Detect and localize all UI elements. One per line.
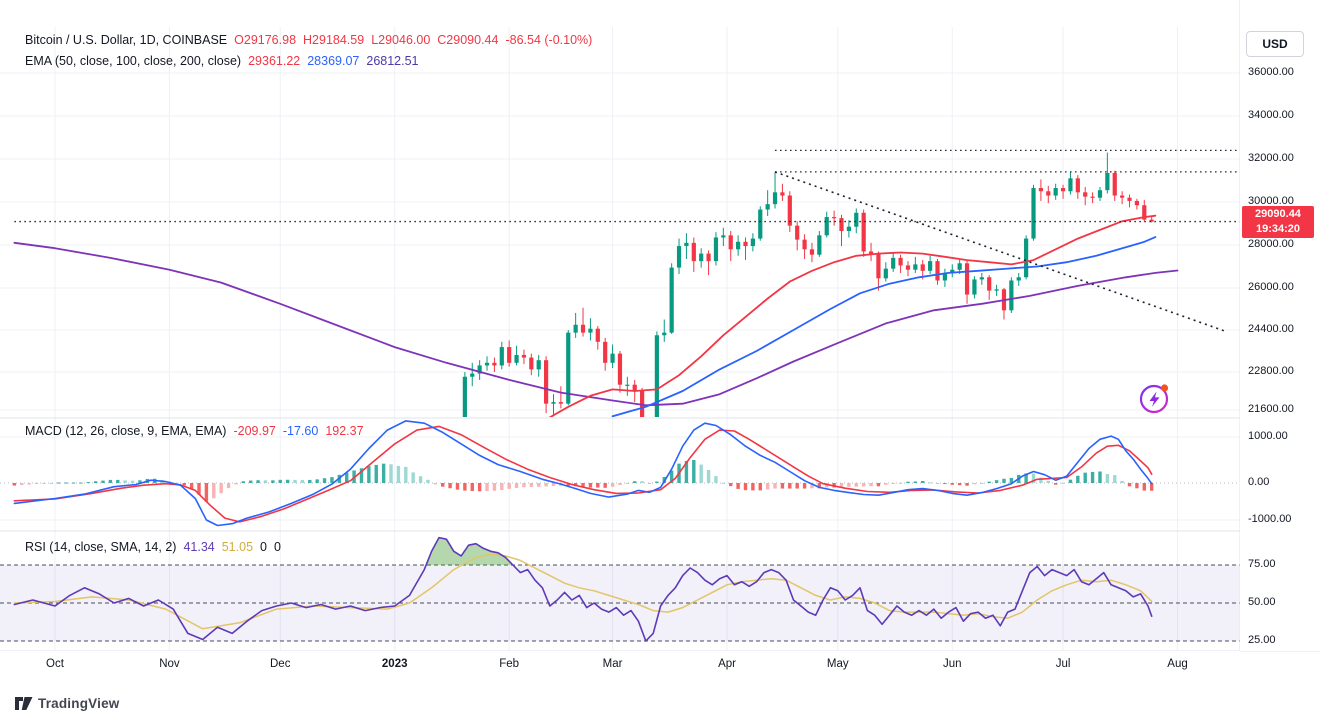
rsi-legend-row[interactable]: RSI (14, close, SMA, 14, 2) 41.34 51.05 … bbox=[25, 540, 281, 554]
ema50-value: 29361.22 bbox=[248, 54, 301, 68]
ohlc-low: L29046.00 bbox=[371, 33, 431, 47]
price-axis-label: 21600.00 bbox=[1248, 403, 1294, 415]
rsi-title: RSI (14, close, SMA, 14, 2) bbox=[25, 540, 177, 554]
price-axis-label: 34000.00 bbox=[1248, 109, 1294, 121]
macd-line-value: -17.60 bbox=[282, 424, 319, 438]
price-axis-label: 32000.00 bbox=[1248, 152, 1294, 164]
macd-legend-row[interactable]: MACD (12, 26, close, 9, EMA, EMA) -209.9… bbox=[25, 424, 364, 438]
ohlc-change: -86.54 (-0.10%) bbox=[505, 33, 593, 47]
symbol-title: Bitcoin / U.S. Dollar, 1D, COINBASE bbox=[25, 33, 228, 47]
ema-legend-row[interactable]: EMA (50, close, 100, close, 200, close) … bbox=[25, 54, 419, 68]
rsi-value: 41.34 bbox=[183, 540, 215, 554]
macd-axis-label: 1000.00 bbox=[1248, 430, 1288, 442]
price-axis-label: 22800.00 bbox=[1248, 365, 1294, 377]
time-axis-label: Jun bbox=[942, 658, 962, 670]
ema100-value: 28369.07 bbox=[307, 54, 360, 68]
macd-signal-value: 192.37 bbox=[325, 424, 364, 438]
rsi-sma-value: 51.05 bbox=[221, 540, 254, 554]
time-scale[interactable]: Oct Nov Dec 2023 Feb Mar Apr May Jun Jul Aug bbox=[0, 651, 1240, 681]
ohlc-close: C29090.44 bbox=[437, 33, 499, 47]
macd-axis-label: 0.00 bbox=[1248, 476, 1270, 488]
macd-hist-value: -209.97 bbox=[233, 424, 276, 438]
symbol-legend-row[interactable]: Bitcoin / U.S. Dollar, 1D, COINBASE O291… bbox=[25, 33, 592, 47]
bar-countdown: 19:34:20 bbox=[1255, 222, 1301, 235]
last-price-value: 29090.44 bbox=[1255, 207, 1301, 220]
time-axis-label: Dec bbox=[270, 658, 291, 670]
price-scale[interactable]: USD 29090.44 19:34:20 36000.00 34000.00 32… bbox=[1240, 0, 1320, 651]
tradingview-mark-icon bbox=[15, 697, 33, 710]
ema-title: EMA (50, close, 100, close, 200, close) bbox=[25, 54, 242, 68]
rsi-band1-value: 0 bbox=[260, 540, 267, 554]
tradingview-logo[interactable]: TradingView bbox=[14, 695, 119, 712]
time-axis-label: Jul bbox=[1055, 658, 1071, 670]
price-axis-label: 30000.00 bbox=[1248, 195, 1294, 207]
macd-axis-label: -1000.00 bbox=[1248, 513, 1292, 525]
macd-title: MACD (12, 26, close, 9, EMA, EMA) bbox=[25, 424, 227, 438]
last-price-badge[interactable]: 29090.44 19:34:20 bbox=[1242, 205, 1314, 238]
price-axis-label: 36000.00 bbox=[1248, 66, 1294, 78]
rsi-band2-value: 0 bbox=[273, 540, 281, 554]
time-axis-label: Nov bbox=[159, 658, 180, 670]
time-axis-label: Apr bbox=[718, 658, 736, 670]
time-axis-label: May bbox=[826, 658, 849, 670]
price-axis-label: 24400.00 bbox=[1248, 323, 1294, 335]
lightning-bolt-icon bbox=[1149, 391, 1160, 407]
time-axis-label: Mar bbox=[602, 658, 623, 670]
rsi-axis-label: 25.00 bbox=[1248, 634, 1276, 646]
time-axis-label: 2023 bbox=[381, 658, 408, 670]
time-axis-label: Feb bbox=[499, 658, 520, 670]
time-axis-label: Oct bbox=[46, 658, 64, 670]
price-axis-label: 26000.00 bbox=[1248, 281, 1294, 293]
rsi-axis-label: 75.00 bbox=[1248, 558, 1276, 570]
time-axis-label: Aug bbox=[1167, 658, 1188, 670]
ohlc-high: H29184.59 bbox=[303, 33, 365, 47]
ohlc-open: O29176.98 bbox=[234, 33, 297, 47]
price-axis-label: 28000.00 bbox=[1248, 238, 1294, 250]
rsi-axis-label: 50.00 bbox=[1248, 596, 1276, 608]
flash-widget-icon[interactable] bbox=[1136, 380, 1174, 418]
tradingview-logo-text: TradingView bbox=[38, 696, 120, 711]
ema200-value: 26812.51 bbox=[366, 54, 419, 68]
notification-dot bbox=[1160, 384, 1169, 392]
currency-usd-button[interactable]: USD bbox=[1246, 31, 1304, 57]
